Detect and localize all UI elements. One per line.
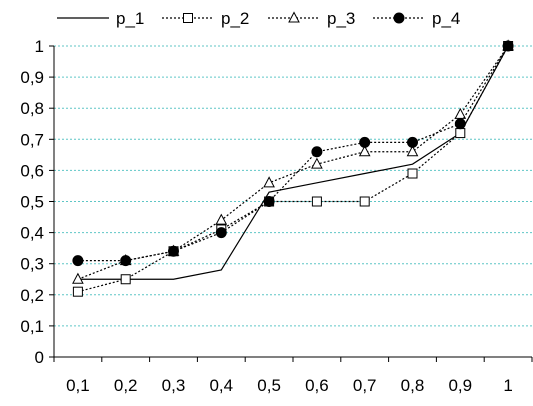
series-p-4 xyxy=(72,40,514,267)
y-tick-label: 1 xyxy=(35,37,44,56)
series-line xyxy=(77,45,509,262)
data-point-square xyxy=(72,286,83,297)
x-tick-label: 0,4 xyxy=(209,376,233,395)
axes xyxy=(49,45,533,362)
legend: p_1 p_2 p_3 p_4 xyxy=(57,9,460,28)
series-p-2 xyxy=(72,41,514,297)
data-point-triangle xyxy=(406,145,419,157)
y-tick-label: 0,7 xyxy=(20,130,44,149)
x-tick-label: 0,3 xyxy=(162,376,186,395)
y-tick-label: 0 xyxy=(35,348,44,367)
legend-label: p_3 xyxy=(327,9,355,28)
data-point-triangle xyxy=(215,213,228,225)
data-point-triangle xyxy=(311,157,323,169)
legend-item-p-1: p_1 xyxy=(57,9,144,28)
series-line xyxy=(77,45,509,280)
x-tick-label: 0,1 xyxy=(66,376,90,395)
data-point-circle xyxy=(454,118,466,130)
data-point-circle xyxy=(263,196,275,207)
legend-label: p_1 xyxy=(116,9,144,28)
legend-item-p-4: p_4 xyxy=(373,9,460,28)
data-point-triangle xyxy=(288,11,300,23)
data-point-triangle xyxy=(263,176,275,188)
legend-item-p-2: p_2 xyxy=(162,9,249,28)
y-tick-label: 0,2 xyxy=(20,286,44,305)
data-point-square xyxy=(455,128,466,139)
series-p-1 xyxy=(77,45,509,280)
series-line xyxy=(77,45,509,280)
x-tick-label: 0,6 xyxy=(305,376,329,395)
data-point-square xyxy=(311,196,322,207)
data-point-circle xyxy=(311,146,323,158)
data-point-circle xyxy=(407,136,418,148)
x-tick-label: 0,7 xyxy=(353,376,377,395)
series-lines xyxy=(72,39,514,297)
y-tick-label: 0,8 xyxy=(20,99,44,118)
y-tick-label: 0,9 xyxy=(20,68,44,87)
x-tick-label: 0,8 xyxy=(401,376,425,395)
data-point-circle xyxy=(120,255,132,267)
x-tick-label: 0,9 xyxy=(448,376,472,395)
y-tick-label: 0,3 xyxy=(20,255,44,274)
x-tick-label: 1 xyxy=(503,376,512,395)
data-point-square xyxy=(183,13,193,23)
data-point-circle xyxy=(72,255,84,267)
data-point-circle xyxy=(393,12,405,24)
data-point-square xyxy=(407,168,418,179)
data-point-square xyxy=(359,196,370,207)
y-tick-label: 0,1 xyxy=(20,317,44,336)
data-point-triangle xyxy=(72,272,84,284)
data-point-triangle xyxy=(358,145,371,157)
data-point-circle xyxy=(168,245,179,257)
legend-label: p_4 xyxy=(432,9,460,28)
x-tick-label: 0,5 xyxy=(257,376,281,395)
y-tick-label: 0,4 xyxy=(20,224,44,243)
y-tick-label: 0,6 xyxy=(20,161,44,180)
data-point-circle xyxy=(359,136,371,148)
x-tick-labels: 0,1 0,2 0,3 0,4 0,5 0,6 0,7 0,8 0,9 1 xyxy=(66,376,513,395)
data-point-circle xyxy=(215,227,227,239)
x-tick-label: 0,2 xyxy=(114,376,138,395)
data-point-circle xyxy=(502,40,514,52)
data-point-square xyxy=(120,274,131,285)
series-line xyxy=(77,45,509,293)
legend-item-p-3: p_3 xyxy=(268,9,355,28)
y-tick-label: 0,5 xyxy=(20,193,44,212)
legend-label: p_2 xyxy=(221,9,249,28)
y-tick-labels: 0 0,1 0,2 0,3 0,4 0,5 0,6 0,7 0,8 0,9 1 xyxy=(20,37,44,367)
